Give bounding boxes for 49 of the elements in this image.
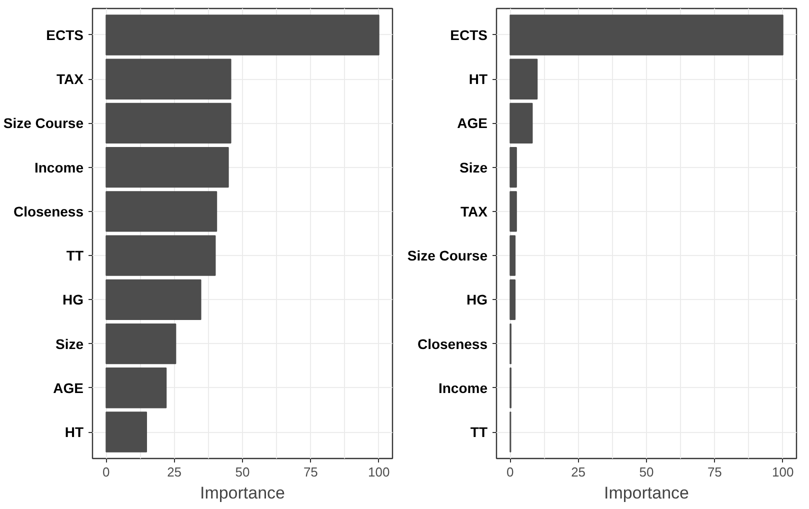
- bar: [106, 14, 380, 56]
- x-tick-label: 0: [102, 464, 110, 480]
- y-tick-label: AGE: [457, 115, 488, 132]
- y-tick-label: TAX: [460, 203, 488, 220]
- bar: [106, 58, 232, 100]
- x-tick-label: 100: [772, 464, 794, 480]
- bar: [510, 279, 516, 320]
- bar: [106, 412, 147, 452]
- y-tick-label: HT: [468, 71, 488, 88]
- y-tick-label: TAX: [56, 71, 84, 88]
- bar: [510, 146, 517, 188]
- bar: [510, 14, 784, 56]
- y-tick-label: Size: [55, 336, 84, 352]
- x-tick-label: 100: [368, 464, 390, 480]
- x-tick-label: 50: [235, 464, 250, 480]
- x-tick-label: 25: [571, 464, 586, 480]
- bar: [106, 279, 202, 320]
- x-tick-label: 75: [303, 464, 318, 480]
- y-tick-label: Closeness: [13, 203, 84, 220]
- bar: [106, 235, 216, 276]
- bar: [106, 146, 229, 188]
- y-tick-label: HG: [62, 292, 84, 308]
- y-tick-label: ECTS: [450, 26, 488, 43]
- y-tick-label: TT: [470, 424, 488, 440]
- x-tick-label: 25: [167, 464, 182, 480]
- y-tick-label: Size: [459, 159, 488, 176]
- bar: [510, 191, 517, 232]
- x-axis-title: Importance: [604, 484, 690, 502]
- y-tick-label: ECTS: [46, 26, 84, 43]
- bar: [510, 102, 533, 144]
- x-tick-label: 0: [506, 464, 514, 480]
- y-tick-label: Size Course: [3, 115, 84, 132]
- y-tick-label: Size Course: [407, 248, 488, 264]
- y-tick-label: Closeness: [417, 336, 488, 352]
- bar: [106, 323, 176, 364]
- bar: [106, 368, 167, 408]
- bar: [106, 102, 232, 144]
- y-tick-label: Income: [34, 159, 84, 176]
- y-tick-label: TT: [66, 248, 84, 264]
- x-axis-title: Importance: [200, 484, 286, 502]
- bar: [106, 191, 218, 232]
- x-tick-label: 75: [707, 464, 722, 480]
- bar: [510, 235, 516, 276]
- y-tick-label: AGE: [53, 380, 84, 396]
- x-tick-label: 50: [639, 464, 654, 480]
- bar: [510, 58, 538, 100]
- y-tick-label: HT: [64, 424, 84, 440]
- y-tick-label: Income: [438, 380, 488, 396]
- y-tick-label: HG: [466, 292, 488, 308]
